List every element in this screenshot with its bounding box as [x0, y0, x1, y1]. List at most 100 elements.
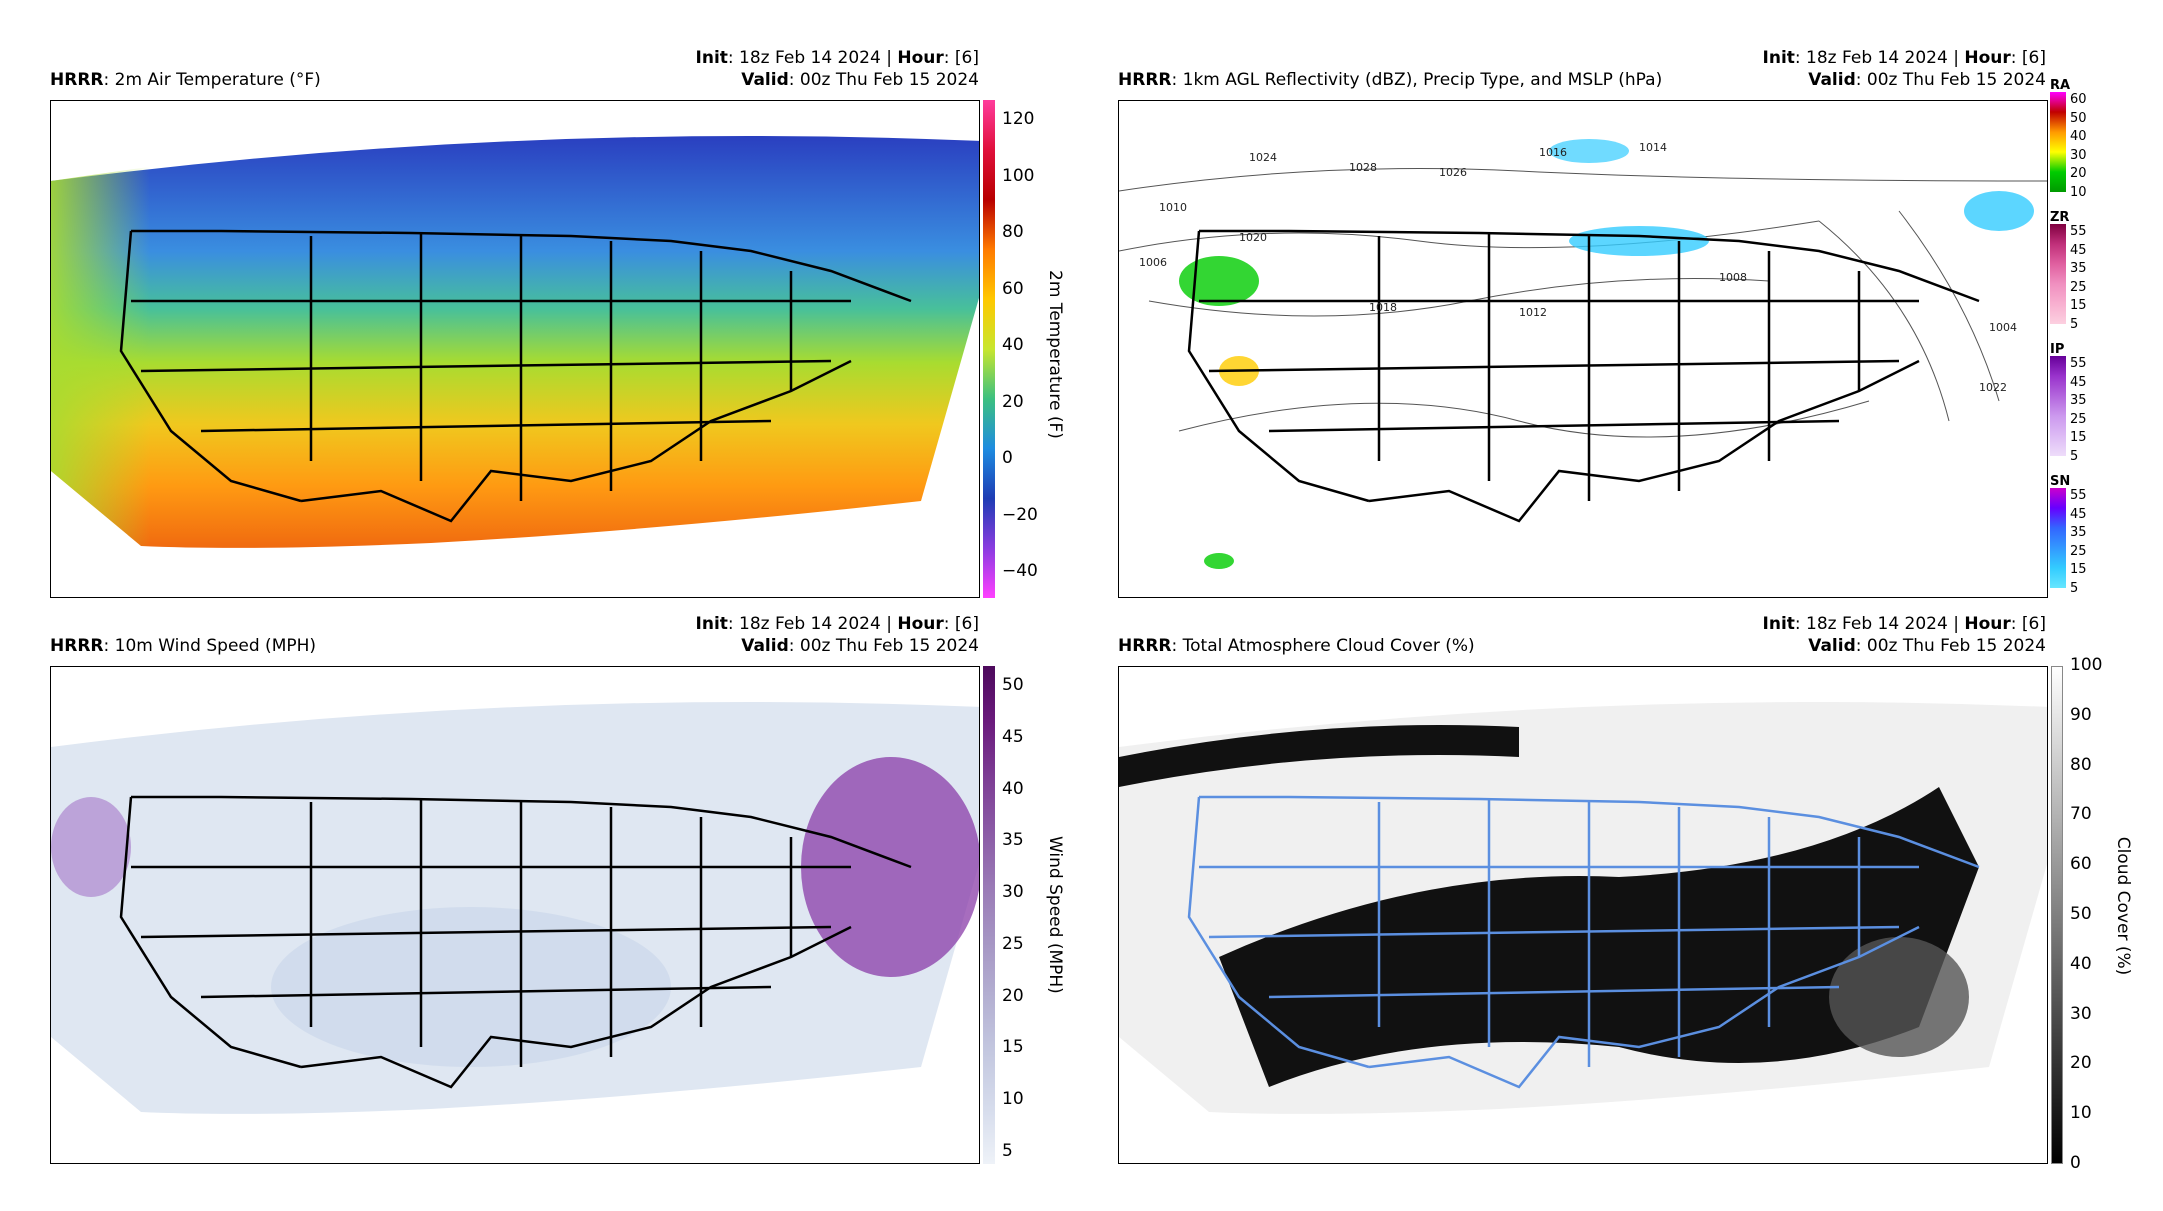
- field-title: 2m Air Temperature (°F): [114, 70, 321, 90]
- isobar-label: 1026: [1439, 166, 1467, 179]
- init-line: Init: 18z Feb 14 2024 | Hour: [6]: [1762, 614, 2046, 634]
- title-sep: :: [1171, 636, 1183, 656]
- wind-colorbar-label: Wind Speed (MPH): [1045, 836, 1065, 994]
- wind-map-svg: [51, 702, 979, 1114]
- model-name: HRRR: [50, 70, 104, 90]
- isobar-label: 1012: [1519, 306, 1547, 319]
- isobar-label: 1010: [1159, 201, 1187, 214]
- panel-title: HRRR: 1km AGL Reflectivity (dBZ), Precip…: [1118, 70, 1662, 90]
- title-sep: :: [1171, 70, 1183, 90]
- colorbar-tick-label: 80: [2070, 754, 2092, 775]
- precip-type-tick: 35: [2070, 393, 2087, 408]
- reflectivity-map-svg: 1024 1028 1016 1014 1026 1010 1006 1020 1022 1018…: [1119, 139, 2047, 569]
- isobar-label: 1016: [1539, 146, 1567, 159]
- colorbar-tick-label: 40: [1002, 778, 1024, 799]
- panel-title: HRRR: 2m Air Temperature (°F): [50, 70, 321, 90]
- precip-type-code: SN: [2050, 474, 2071, 489]
- state-borders: [1187, 229, 1980, 523]
- colorbar-tick-label: 35: [1002, 830, 1024, 851]
- state-borders: [119, 795, 912, 1089]
- colorbar-tick-label: 0: [1002, 448, 1013, 468]
- precip-type-colorbar: [2050, 92, 2066, 192]
- cloud-colorbar: [2051, 666, 2063, 1164]
- init-value: 18z Feb 14 2024: [1806, 614, 1948, 634]
- panel-title: HRRR: Total Atmosphere Cloud Cover (%): [1118, 636, 1475, 656]
- isobar-label: 1024: [1249, 151, 1277, 164]
- colorbar-tick-label: −20: [1002, 504, 1038, 525]
- title-sep: :: [103, 70, 115, 90]
- colorbar-tick-label: 80: [1002, 222, 1024, 242]
- cloud-map: [1118, 666, 2048, 1164]
- field-title: Total Atmosphere Cloud Cover (%): [1182, 636, 1475, 656]
- colorbar-tick-label: 100: [1002, 165, 1035, 186]
- colorbar-tick-label: 10: [2070, 1103, 2092, 1124]
- hour-label: Hour: [1964, 614, 2011, 634]
- colorbar-tick-label: 10: [1002, 1089, 1024, 1110]
- field-title: 10m Wind Speed (MPH): [114, 636, 317, 656]
- precip-type-colorbar: [2050, 488, 2066, 588]
- colorbar-tick-label: 60: [1002, 278, 1024, 299]
- precip-type-tick: 25: [2070, 411, 2087, 427]
- temperature-map-svg: [51, 136, 979, 548]
- hour-value: [6]: [954, 614, 979, 634]
- precip-type-tick: 30: [2070, 147, 2087, 163]
- isobar-label: 1022: [1979, 381, 2007, 394]
- precip-type-tick: 55: [2070, 224, 2087, 239]
- isobar-label: 1028: [1349, 161, 1377, 174]
- hour-label: Hour: [1964, 48, 2011, 68]
- model-name: HRRR: [1118, 70, 1172, 90]
- valid-value: 00z Thu Feb 15 2024: [799, 636, 979, 656]
- precip-type-tick: 15: [2070, 430, 2087, 445]
- isobar-label: 1018: [1369, 301, 1397, 314]
- wind-map: [50, 666, 980, 1164]
- precip-type-tick: 50: [2070, 110, 2087, 126]
- valid-label: Valid: [1808, 636, 1856, 656]
- colorbar-tick-label: 20: [1002, 985, 1024, 1006]
- valid-line: Valid: 00z Thu Feb 15 2024: [1808, 70, 2046, 90]
- cloud-map-svg: [1119, 702, 2047, 1114]
- colorbar-tick-label: 0: [2070, 1153, 2081, 1173]
- valid-label: Valid: [1808, 70, 1856, 90]
- hour-value: [6]: [2021, 48, 2046, 68]
- hour-label: Hour: [897, 48, 944, 68]
- colorbar-tick-label: 25: [1002, 933, 1024, 954]
- precip-type-tick: 5: [2070, 316, 2079, 332]
- precip-type-tick: 60: [2070, 92, 2087, 107]
- valid-line: Valid: 00z Thu Feb 15 2024: [741, 636, 979, 656]
- isobar-label: 1014: [1639, 141, 1667, 154]
- hour-value: [6]: [954, 48, 979, 68]
- title-sep: :: [103, 636, 115, 656]
- init-label: Init: [695, 48, 728, 68]
- wind-colorbar: [983, 666, 995, 1164]
- init-label: Init: [1762, 614, 1795, 634]
- precip-type-tick: 45: [2070, 242, 2087, 258]
- isobar-label: 1006: [1139, 256, 1167, 269]
- hour-label: Hour: [897, 614, 944, 634]
- model-name: HRRR: [1118, 636, 1172, 656]
- valid-value: 00z Thu Feb 15 2024: [1866, 636, 2046, 656]
- isobar-label: 1008: [1719, 271, 1747, 284]
- state-borders: [119, 229, 912, 523]
- temperature-map: [50, 100, 980, 598]
- reflectivity-map: 1024 1028 1016 1014 1026 1010 1006 1020 1022 1018…: [1118, 100, 2048, 598]
- model-name: HRRR: [50, 636, 104, 656]
- valid-line: Valid: 00z Thu Feb 15 2024: [741, 70, 979, 90]
- init-line: Init: 18z Feb 14 2024 | Hour: [6]: [1762, 48, 2046, 68]
- colorbar-tick-label: 30: [2070, 1003, 2092, 1024]
- colorbar-tick-label: 30: [1002, 882, 1024, 903]
- valid-value: 00z Thu Feb 15 2024: [799, 70, 979, 90]
- overcast-region: [1219, 787, 1979, 1087]
- precip-type-tick: 40: [2070, 129, 2087, 144]
- precip-type-tick: 55: [2070, 488, 2087, 503]
- colorbar-tick-label: 100: [2070, 655, 2103, 675]
- precip-type-tick: 5: [2070, 448, 2079, 464]
- precip-type-tick: 5: [2070, 580, 2079, 596]
- precip-type-code: ZR: [2050, 210, 2070, 225]
- precip-type-tick: 35: [2070, 525, 2087, 540]
- colorbar-tick-label: 20: [2070, 1053, 2092, 1074]
- temperature-colorbar-label: 2m Temperature (F): [1045, 270, 1065, 439]
- valid-value: 00z Thu Feb 15 2024: [1866, 70, 2046, 90]
- precip-type-code: IP: [2050, 342, 2065, 357]
- precip-areas: [1179, 139, 2034, 569]
- valid-line: Valid: 00z Thu Feb 15 2024: [1808, 636, 2046, 656]
